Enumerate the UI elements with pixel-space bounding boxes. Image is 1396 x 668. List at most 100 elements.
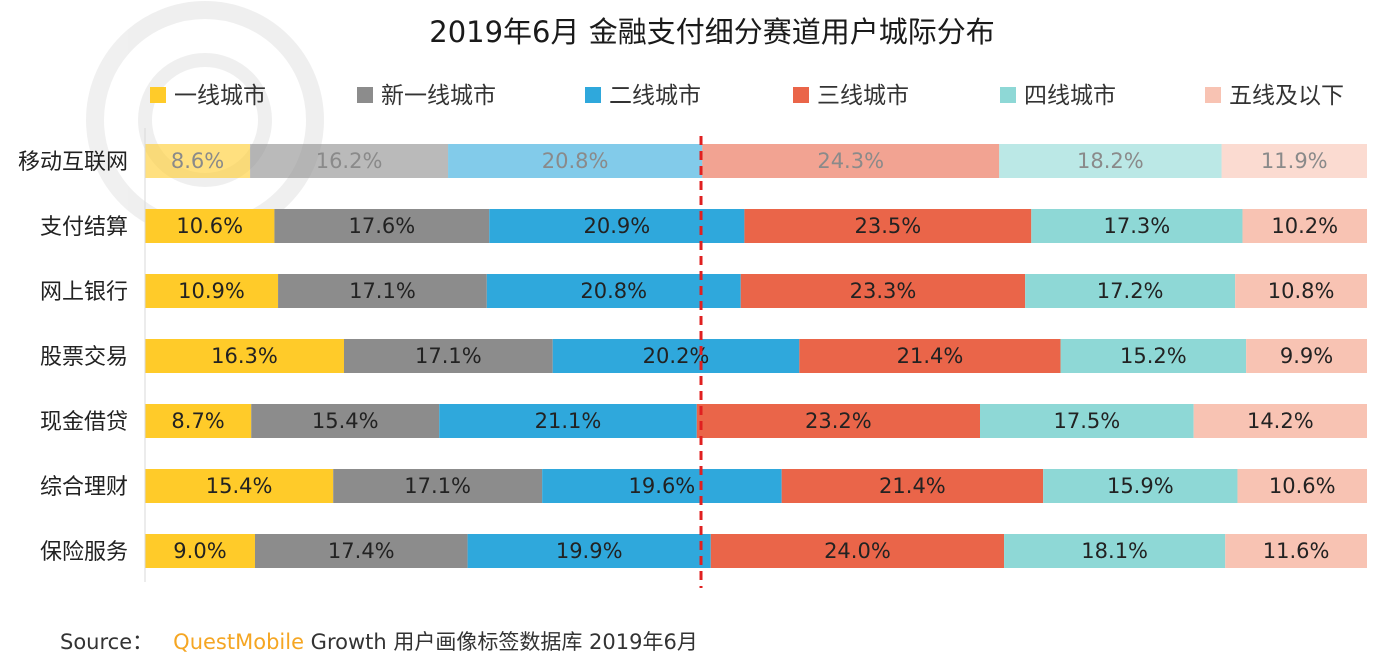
bar-股票交易-二线城市: [552, 339, 800, 373]
bar-网上银行-新一线城市: [278, 274, 487, 308]
bar-股票交易-四线城市: [1060, 339, 1247, 373]
bar-保险服务-五线及以下: [1225, 534, 1367, 568]
legend-swatch-一线城市: [150, 87, 166, 103]
value-label-网上银行-新一线城市: 17.1%: [349, 279, 416, 303]
legend-swatch-三线城市: [793, 87, 809, 103]
bar-股票交易-新一线城市: [343, 339, 553, 373]
bar-现金借贷-四线城市: [980, 404, 1194, 438]
value-label-股票交易-一线城市: 16.3%: [211, 344, 278, 368]
bar-保险服务-一线城市: [145, 534, 255, 568]
bar-现金借贷-新一线城市: [251, 404, 440, 438]
value-label-支付结算-新一线城市: 17.6%: [348, 214, 415, 238]
category-label-移动互联网: 移动互联网: [18, 150, 128, 175]
value-label-网上银行-一线城市: 10.9%: [178, 279, 245, 303]
bar-移动互联网-三线城市: [702, 144, 1000, 178]
value-label-保险服务-新一线城市: 17.4%: [328, 539, 395, 563]
legend-swatch-新一线城市: [357, 87, 373, 103]
value-label-支付结算-三线城市: 23.5%: [854, 214, 921, 238]
value-label-综合理财-四线城市: 15.9%: [1107, 474, 1174, 498]
value-label-移动互联网-新一线城市: 16.2%: [316, 149, 383, 173]
bar-综合理财-新一线城市: [333, 469, 543, 503]
watermark-ring: [86, 1, 324, 239]
value-label-现金借贷-四线城市: 17.5%: [1053, 409, 1120, 433]
value-label-现金借贷-三线城市: 23.2%: [805, 409, 872, 433]
bar-网上银行-三线城市: [740, 274, 1026, 308]
value-label-股票交易-三线城市: 21.4%: [897, 344, 964, 368]
bar-综合理财-一线城市: [145, 469, 334, 503]
value-label-支付结算-四线城市: 17.3%: [1104, 214, 1171, 238]
source-brand: QuestMobile: [173, 630, 304, 654]
value-label-支付结算-二线城市: 20.9%: [583, 214, 650, 238]
value-label-综合理财-三线城市: 21.4%: [879, 474, 946, 498]
legend: 一线城市 新一线城市 二线城市 三线城市 四线城市 五线及以下: [150, 83, 1344, 109]
bar-支付结算-三线城市: [744, 209, 1032, 243]
value-label-网上银行-五线及以下: 10.8%: [1268, 279, 1335, 303]
legend-swatch-五线及以下: [1205, 87, 1221, 103]
value-label-移动互联网-一线城市: 8.6%: [171, 149, 224, 173]
bar-现金借贷-五线及以下: [1193, 404, 1367, 438]
watermark: [86, 1, 324, 239]
value-label-现金借贷-新一线城市: 15.4%: [312, 409, 379, 433]
bar-股票交易-一线城市: [145, 339, 344, 373]
value-label-支付结算-一线城市: 10.6%: [176, 214, 243, 238]
bar-保险服务-四线城市: [1004, 534, 1226, 568]
bar-现金借贷-三线城市: [696, 404, 981, 438]
bar-移动互联网-二线城市: [448, 144, 703, 178]
bar-支付结算-新一线城市: [274, 209, 490, 243]
value-label-移动互联网-三线城市: 24.3%: [817, 149, 884, 173]
value-label-网上银行-三线城市: 23.3%: [850, 279, 917, 303]
bar-现金借贷-一线城市: [145, 404, 252, 438]
value-label-移动互联网-四线城市: 18.2%: [1077, 149, 1144, 173]
bar-网上银行-五线及以下: [1235, 274, 1367, 308]
bar-移动互联网-四线城市: [999, 144, 1222, 178]
bar-网上银行-四线城市: [1025, 274, 1236, 308]
category-label-网上银行: 网上银行: [40, 280, 128, 305]
bar-综合理财-五线及以下: [1237, 469, 1367, 503]
legend-label-三线城市: 三线城市: [817, 83, 909, 109]
bar-股票交易-五线及以下: [1246, 339, 1367, 373]
chart-title: 2019年6月 金融支付细分赛道用户城际分布: [429, 15, 994, 49]
category-label-现金借贷: 现金借贷: [40, 410, 128, 435]
category-label-保险服务: 保险服务: [40, 540, 128, 565]
value-label-股票交易-二线城市: 20.2%: [643, 344, 710, 368]
value-label-现金借贷-五线及以下: 14.2%: [1247, 409, 1314, 433]
bar-保险服务-新一线城市: [254, 534, 468, 568]
value-label-保险服务-一线城市: 9.0%: [173, 539, 226, 563]
category-label-综合理财: 综合理财: [40, 475, 128, 500]
value-label-移动互联网-五线及以下: 11.9%: [1261, 149, 1328, 173]
bar-支付结算-四线城市: [1031, 209, 1243, 243]
source-line: Source： QuestMobile Growth 用户画像标签数据库 201…: [60, 626, 698, 656]
bar-网上银行-一线城市: [145, 274, 279, 308]
value-label-综合理财-五线及以下: 10.6%: [1269, 474, 1336, 498]
value-label-现金借贷-一线城市: 8.7%: [171, 409, 224, 433]
legend-label-四线城市: 四线城市: [1024, 83, 1116, 109]
bar-移动互联网-一线城市: [145, 144, 251, 178]
value-label-保险服务-四线城市: 18.1%: [1081, 539, 1148, 563]
bar-综合理财-三线城市: [781, 469, 1044, 503]
bar-现金借贷-二线城市: [439, 404, 697, 438]
value-label-保险服务-五线及以下: 11.6%: [1263, 539, 1330, 563]
value-label-股票交易-四线城市: 15.2%: [1120, 344, 1187, 368]
bar-股票交易-三线城市: [799, 339, 1061, 373]
bar-保险服务-三线城市: [710, 534, 1005, 568]
bar-移动互联网-新一线城市: [250, 144, 449, 178]
value-label-保险服务-二线城市: 19.9%: [556, 539, 623, 563]
bar-保险服务-二线城市: [467, 534, 711, 568]
legend-label-新一线城市: 新一线城市: [381, 83, 496, 109]
value-label-综合理财-新一线城市: 17.1%: [404, 474, 471, 498]
value-label-网上银行-二线城市: 20.8%: [580, 279, 647, 303]
value-label-综合理财-二线城市: 19.6%: [629, 474, 696, 498]
bar-支付结算-一线城市: [145, 209, 275, 243]
legend-swatch-四线城市: [1000, 87, 1016, 103]
watermark-ring-inner: [138, 53, 272, 187]
bar-支付结算-五线及以下: [1242, 209, 1367, 243]
legend-label-五线及以下: 五线及以下: [1229, 83, 1344, 109]
bar-综合理财-四线城市: [1043, 469, 1238, 503]
value-label-现金借贷-二线城市: 21.1%: [535, 409, 602, 433]
category-label-支付结算: 支付结算: [40, 215, 128, 240]
legend-swatch-二线城市: [585, 87, 601, 103]
value-label-保险服务-三线城市: 24.0%: [824, 539, 891, 563]
legend-label-二线城市: 二线城市: [609, 83, 701, 109]
